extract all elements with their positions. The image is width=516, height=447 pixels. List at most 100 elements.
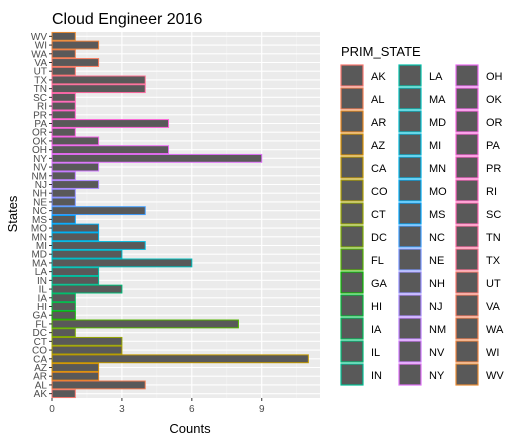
y-tick-label-ct: CT — [34, 337, 47, 348]
y-tick-label-ga: GA — [33, 311, 48, 322]
y-tick-label-tn: TN — [34, 84, 47, 95]
chart-title: Cloud Engineer 2016 — [52, 11, 202, 28]
legend-label-ri: RI — [486, 186, 497, 198]
y-tick-label-va: VA — [34, 58, 47, 69]
legend-label-sc: SC — [486, 209, 501, 221]
legend-key-ok — [455, 87, 479, 110]
y-tick-label-mn: MN — [31, 232, 47, 243]
bar-ms — [51, 214, 76, 224]
y-tick-label-oh: OH — [32, 145, 47, 156]
x-tick-label-9: 9 — [259, 404, 265, 415]
legend-label-mo: MO — [429, 186, 447, 198]
legend-label-ma: MA — [429, 94, 446, 106]
bar-ok — [51, 136, 100, 146]
legend-label-ny: NY — [429, 370, 445, 382]
legend-key-ma — [398, 87, 422, 110]
legend-key-ct — [340, 202, 364, 225]
bar-hi — [51, 302, 76, 311]
bar-ia — [51, 293, 76, 303]
legend-label-az: AZ — [371, 140, 385, 152]
y-tick-label-ri: RI — [37, 102, 47, 113]
legend-key-mn — [398, 156, 422, 179]
y-tick-label-wi: WI — [35, 41, 47, 52]
bar-ak — [51, 389, 76, 399]
bar-sc — [51, 92, 76, 102]
bar-ca — [51, 354, 309, 364]
y-tick-label-il: IL — [39, 285, 48, 296]
y-axis-label: States — [5, 195, 20, 232]
legend-key-in — [340, 363, 364, 386]
bar-nm — [51, 171, 76, 181]
y-tick-label-md: MD — [31, 250, 47, 261]
legend-label-nc: NC — [429, 232, 445, 244]
legend-key-pa — [455, 133, 479, 156]
y-tick-label-nm: NM — [31, 171, 47, 182]
bar-mi — [51, 241, 146, 250]
legend-label-pa: PA — [486, 140, 501, 152]
y-tick-label-ar: AR — [33, 372, 47, 383]
legend-label-nv: NV — [429, 347, 445, 359]
legend-label-wa: WA — [486, 324, 504, 336]
y-tick-labels: AKALARAZCACOCTDCFLGAHIIAILINLAMAMDMIMNMO… — [31, 32, 52, 400]
legend-key-ny — [398, 363, 422, 386]
bar-pa — [51, 119, 170, 128]
x-tick-label-0: 0 — [49, 404, 55, 415]
legend-key-ms — [398, 202, 422, 225]
bar-co — [51, 345, 123, 355]
legend-key-hi — [340, 294, 364, 317]
y-tick-label-ne: NE — [33, 197, 47, 208]
bar-or — [51, 127, 76, 137]
legend-key-ak — [340, 64, 364, 87]
legend-key-la — [398, 64, 422, 87]
legend-key-wa — [455, 317, 479, 340]
legend-label-ia: IA — [371, 324, 382, 336]
legend-label-ok: OK — [486, 94, 503, 106]
y-tick-label-ia: IA — [38, 293, 48, 304]
y-tick-label-mo: MO — [31, 224, 47, 235]
y-tick-label-la: LA — [35, 267, 48, 278]
legend-key-nj — [398, 294, 422, 317]
legend-label-oh: OH — [486, 71, 503, 83]
legend-key-tx — [455, 248, 479, 271]
bar-tx — [51, 75, 146, 85]
legend-label-ga: GA — [371, 278, 388, 290]
legend-label-ms: MS — [429, 209, 446, 221]
legend-label-ak: AK — [371, 71, 386, 83]
bar-al — [51, 380, 146, 390]
y-tick-label-wa: WA — [31, 49, 47, 60]
legend-key-wi — [455, 340, 479, 363]
legend-key-tn — [455, 225, 479, 248]
bar-md — [51, 249, 123, 259]
legend-label-mn: MN — [429, 163, 446, 175]
legend-key-il — [340, 340, 364, 363]
bar-ma — [51, 258, 193, 268]
legend-label-fl: FL — [371, 255, 384, 267]
legend-label-ca: CA — [371, 163, 387, 175]
bar-ri — [51, 101, 76, 111]
legend: AK AL AR AZ CA CO CT DC FL GA HI IA IL IN LA MA MD MI MN MO… — [340, 64, 504, 386]
bar-nc — [51, 206, 146, 216]
legend-key-wv — [455, 363, 479, 386]
y-tick-label-ok: OK — [33, 136, 48, 147]
bar-mn — [51, 232, 100, 242]
bar-la — [51, 267, 100, 277]
bar-va — [51, 58, 100, 67]
legend-label-ar: AR — [371, 117, 386, 129]
legend-label-tx: TX — [486, 255, 501, 267]
legend-key-ne — [398, 248, 422, 271]
legend-label-md: MD — [429, 117, 446, 129]
legend-key-va — [455, 294, 479, 317]
y-tick-label-or: OR — [32, 128, 47, 139]
legend-key-dc — [340, 225, 364, 248]
y-tick-label-nj: NJ — [35, 180, 47, 191]
legend-label-mi: MI — [429, 140, 441, 152]
legend-key-nm — [398, 317, 422, 340]
y-tick-label-al: AL — [35, 380, 48, 391]
bar-ny — [51, 153, 263, 163]
y-tick-label-pa: PA — [34, 119, 47, 130]
legend-label-va: VA — [486, 301, 501, 313]
bar-ne — [51, 197, 76, 207]
y-tick-label-hi: HI — [37, 302, 47, 313]
